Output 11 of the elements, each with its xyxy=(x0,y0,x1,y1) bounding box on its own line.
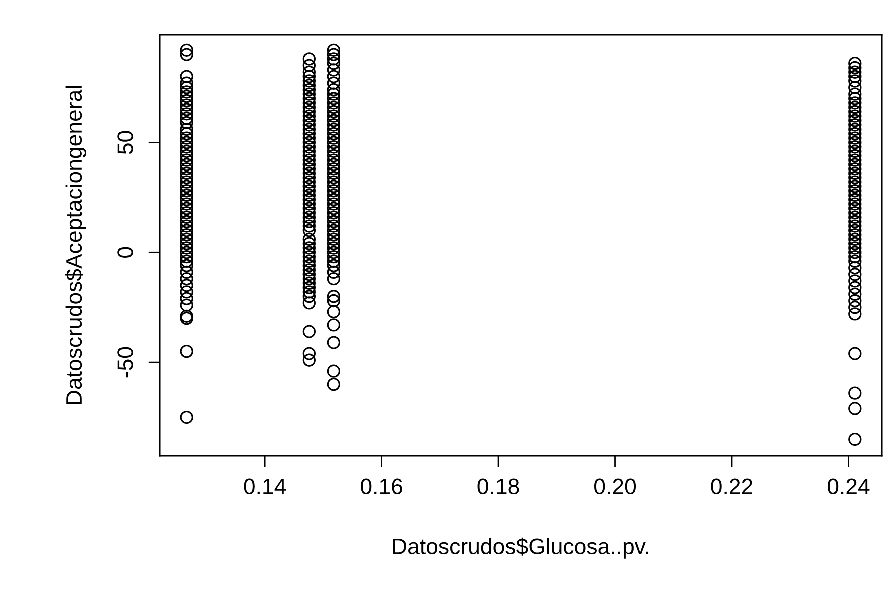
x-tick-label: 0.20 xyxy=(594,478,636,495)
x-tick-label: 0.14 xyxy=(244,478,286,495)
x-tick-label: 0.18 xyxy=(478,478,520,495)
y-tick-label: 0 xyxy=(118,247,134,258)
y-tick-label: -50 xyxy=(118,347,134,378)
x-tick-label: 0.16 xyxy=(361,478,402,495)
x-tick-label: 0.22 xyxy=(711,478,753,495)
x-axis-title: Datoscrudos$Glucosa..pv. xyxy=(393,538,648,559)
x-tick-label: 0.24 xyxy=(828,478,870,495)
y-tick-label: 50 xyxy=(118,131,134,154)
y-axis-title: Datoscrudos$Aceptaciongeneral xyxy=(65,86,87,404)
